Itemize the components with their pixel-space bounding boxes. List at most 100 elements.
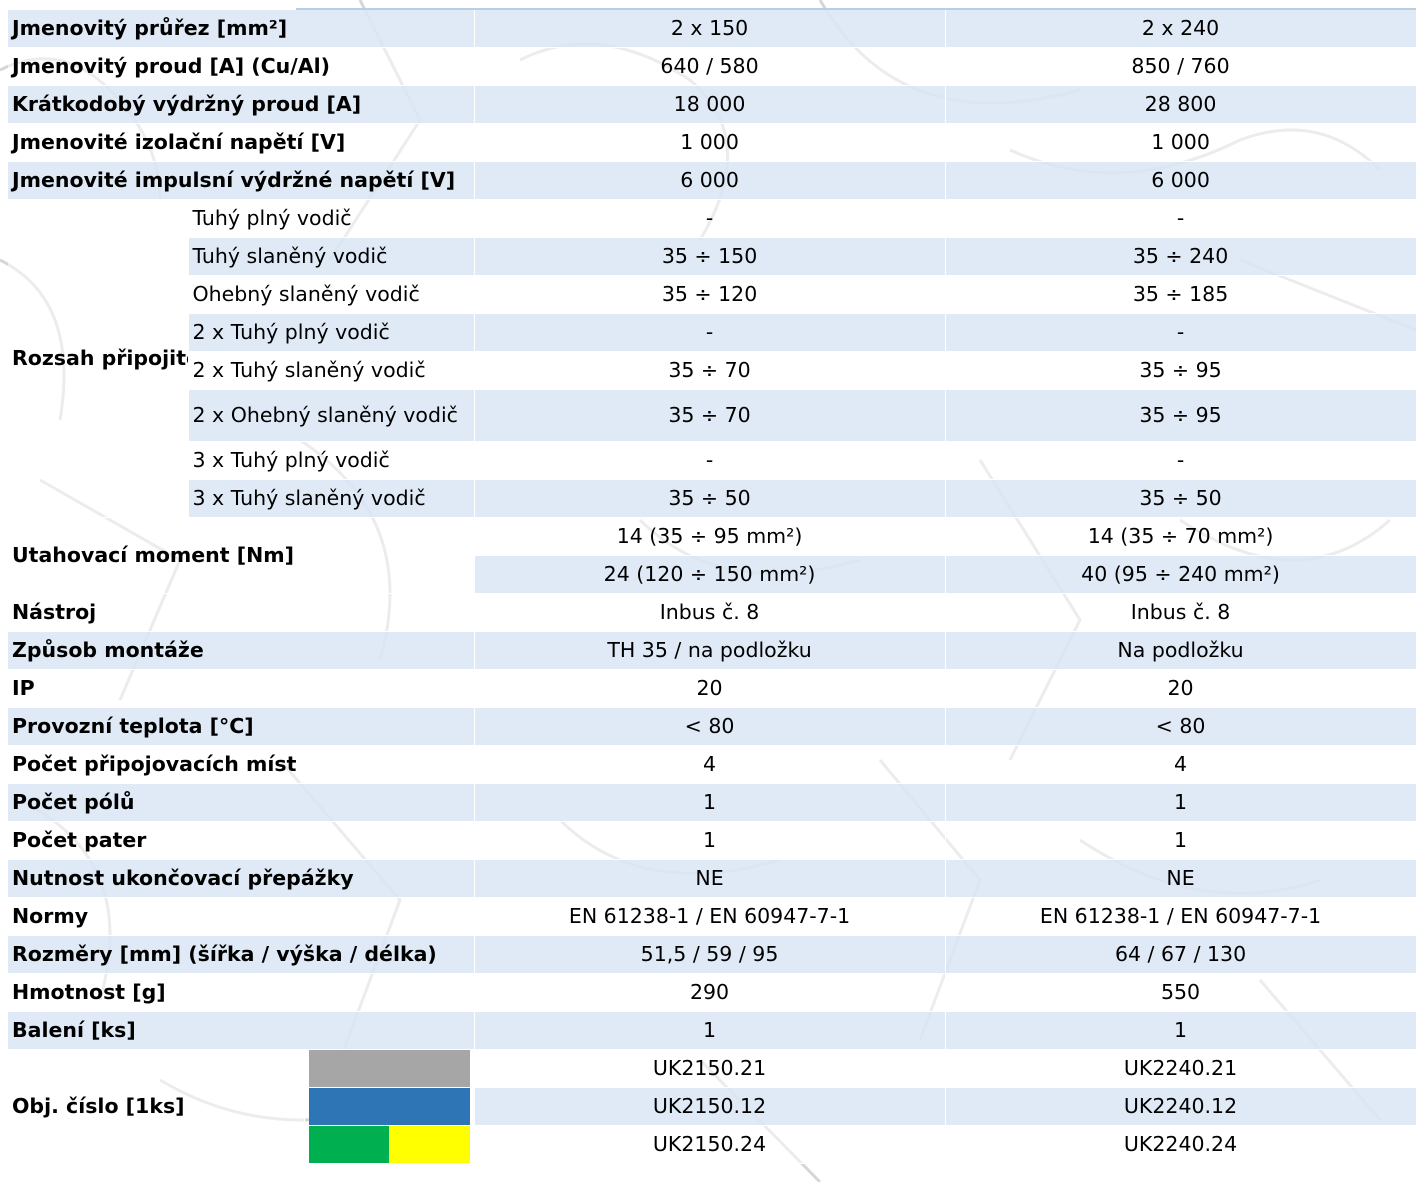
value-a: -	[474, 199, 946, 238]
value-a: 35 ÷ 150	[474, 237, 946, 276]
table-row: 24 (120 ÷ 150 mm²) 40 (95 ÷ 240 mm²)	[8, 555, 1416, 594]
sub-label: 2 x Tuhý plný vodič	[188, 313, 475, 352]
table-row: UK2150.24 UK2240.24	[8, 1125, 1416, 1164]
table-row: Krátkodobý výdržný proud [A] 18 000 28 8…	[8, 85, 1416, 124]
value-a: Inbus č. 8	[474, 593, 946, 632]
value-b: -	[945, 313, 1416, 352]
group-label-rozsah: Rozsah připojitelnosti [mm²]	[8, 199, 189, 518]
row-label: Nutnost ukončovací přepážky	[8, 859, 475, 898]
row-label: Jmenovité izolační napětí [V]	[8, 123, 475, 162]
value-a: -	[474, 441, 946, 480]
value-b: 20	[945, 669, 1416, 708]
value-a: 18 000	[474, 85, 946, 124]
value-a: 1	[474, 1011, 946, 1050]
value-b: -	[945, 441, 1416, 480]
table-row: Způsob montáže TH 35 / na podložku Na po…	[8, 631, 1416, 670]
value-b: 35 ÷ 240	[945, 237, 1416, 276]
table-row: UK2150.12 UK2240.12	[8, 1087, 1416, 1126]
swatch-color-2	[308, 1088, 470, 1125]
header-rule	[296, 8, 1416, 10]
value-b: 35 ÷ 95	[945, 389, 1416, 442]
value-b: UK2240.21	[945, 1049, 1416, 1088]
color-swatch	[304, 1087, 475, 1126]
value-b: 1	[945, 783, 1416, 822]
value-b: 14 (35 ÷ 70 mm²)	[945, 517, 1416, 556]
row-label: Normy	[8, 897, 475, 936]
sub-label: Tuhý slaněný vodič	[188, 237, 475, 276]
spec-table: Jmenovitý průřez [mm²] 2 x 150 2 x 240 J…	[8, 10, 1416, 1164]
value-b: Inbus č. 8	[945, 593, 1416, 632]
row-label: Jmenovitý průřez [mm²]	[8, 10, 475, 48]
table-row: 2 x Tuhý plný vodič - -	[8, 313, 1416, 352]
row-label: Utahovací moment [Nm]	[8, 517, 475, 594]
row-label: Nástroj	[8, 593, 475, 632]
row-label: Počet pater	[8, 821, 475, 860]
value-b: < 80	[945, 707, 1416, 746]
row-label: Počet připojovacích míst	[8, 745, 475, 784]
value-a: 35 ÷ 50	[474, 479, 946, 518]
value-a: 20	[474, 669, 946, 708]
row-label: Balení [ks]	[8, 1011, 475, 1050]
value-b: 1 000	[945, 123, 1416, 162]
table-row: Nutnost ukončovací přepážky NE NE	[8, 859, 1416, 898]
table-row: Balení [ks] 1 1	[8, 1011, 1416, 1050]
table-row: Hmotnost [g] 290 550	[8, 973, 1416, 1012]
swatch-color-1	[308, 1050, 470, 1087]
value-a: 4	[474, 745, 946, 784]
sub-label: 3 x Tuhý slaněný vodič	[188, 479, 475, 518]
value-a: 640 / 580	[474, 47, 946, 86]
row-label: Způsob montáže	[8, 631, 475, 670]
table-row: Utahovací moment [Nm] 14 (35 ÷ 95 mm²) 1…	[8, 517, 1416, 594]
value-a: 35 ÷ 120	[474, 275, 946, 314]
table-row: Jmenovité impulsní výdržné napětí [V] 6 …	[8, 161, 1416, 200]
table-row: IP 20 20	[8, 669, 1416, 708]
row-label: Počet pólů	[8, 783, 475, 822]
swatch-color-3	[308, 1126, 470, 1163]
value-a: 51,5 / 59 / 95	[474, 935, 946, 974]
table-row: 2 x Ohebný slaněný vodič 35 ÷ 70 35 ÷ 95	[8, 389, 1416, 442]
row-label: Jmenovitý proud [A] (Cu/Al)	[8, 47, 475, 86]
value-b: Na podložku	[945, 631, 1416, 670]
table-row: Tuhý slaněný vodič 35 ÷ 150 35 ÷ 240	[8, 237, 1416, 276]
value-b: -	[945, 199, 1416, 238]
value-b: EN 61238-1 / EN 60947-7-1	[945, 897, 1416, 936]
value-b: 550	[945, 973, 1416, 1012]
value-a: UK2150.24	[474, 1125, 946, 1164]
value-a: EN 61238-1 / EN 60947-7-1	[474, 897, 946, 936]
value-b: 28 800	[945, 85, 1416, 124]
table-row: Normy EN 61238-1 / EN 60947-7-1 EN 61238…	[8, 897, 1416, 936]
sub-label: 2 x Tuhý slaněný vodič	[188, 351, 475, 390]
value-a: UK2150.12	[474, 1087, 946, 1126]
table-row: Počet pólů 1 1	[8, 783, 1416, 822]
value-a: 24 (120 ÷ 150 mm²)	[474, 555, 946, 594]
value-a: TH 35 / na podložku	[474, 631, 946, 670]
value-a: UK2150.21	[474, 1049, 946, 1088]
row-label: Obj. číslo [1ks]	[8, 1049, 305, 1164]
sub-label: 3 x Tuhý plný vodič	[188, 441, 475, 480]
value-b: 4	[945, 745, 1416, 784]
value-a: 2 x 150	[474, 10, 946, 48]
color-swatch	[304, 1049, 475, 1088]
value-b: 850 / 760	[945, 47, 1416, 86]
table-row: Počet připojovacích míst 4 4	[8, 745, 1416, 784]
value-a: 6 000	[474, 161, 946, 200]
table-row: 3 x Tuhý slaněný vodič 35 ÷ 50 35 ÷ 50	[8, 479, 1416, 518]
value-a: 14 (35 ÷ 95 mm²)	[474, 517, 946, 556]
value-b: 6 000	[945, 161, 1416, 200]
row-label: Jmenovité impulsní výdržné napětí [V]	[8, 161, 475, 200]
value-b: 1	[945, 1011, 1416, 1050]
value-a: NE	[474, 859, 946, 898]
table-row: Rozsah připojitelnosti [mm²] Tuhý plný v…	[8, 199, 1416, 518]
value-a: 1	[474, 821, 946, 860]
clipped-header-band	[0, 0, 1416, 10]
table-row: Nástroj Inbus č. 8 Inbus č. 8	[8, 593, 1416, 632]
color-swatch	[304, 1125, 475, 1164]
value-b: NE	[945, 859, 1416, 898]
table-row: Provozní teplota [°C] < 80 < 80	[8, 707, 1416, 746]
swatch-part	[389, 1126, 470, 1163]
value-b: 35 ÷ 185	[945, 275, 1416, 314]
table-row: Jmenovitý proud [A] (Cu/Al) 640 / 580 85…	[8, 47, 1416, 86]
swatch-part	[308, 1126, 390, 1163]
table-row: Ohebný slaněný vodič 35 ÷ 120 35 ÷ 185	[8, 275, 1416, 314]
sub-label: 2 x Ohebný slaněný vodič	[188, 389, 475, 442]
